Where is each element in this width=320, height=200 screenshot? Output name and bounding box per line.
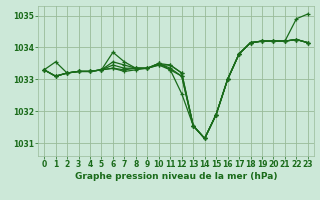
X-axis label: Graphe pression niveau de la mer (hPa): Graphe pression niveau de la mer (hPa) (75, 172, 277, 181)
